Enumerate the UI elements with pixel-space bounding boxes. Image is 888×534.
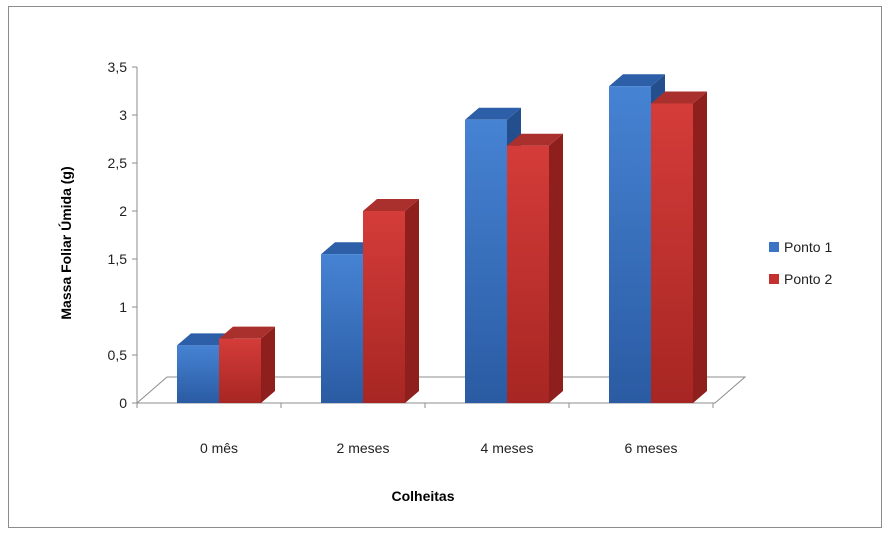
bar-front xyxy=(507,145,549,403)
y-tick-label: 1,5 xyxy=(108,251,128,267)
bar-front xyxy=(651,103,693,403)
y-tick-label: 3,5 xyxy=(108,59,128,75)
bar-top xyxy=(219,326,275,339)
bar-top xyxy=(465,107,521,120)
y-tick-label: 3 xyxy=(119,107,127,123)
bar-front xyxy=(363,211,405,403)
bar-side xyxy=(405,199,419,403)
legend-swatch xyxy=(769,274,779,284)
bars xyxy=(177,74,707,404)
x-tick-label: 6 meses xyxy=(625,440,678,456)
y-axis xyxy=(132,66,714,408)
bar-front xyxy=(609,86,651,403)
bar-ponto-2-2 xyxy=(507,133,563,403)
legend-label: Ponto 2 xyxy=(784,271,832,287)
bar-ponto-2-0 xyxy=(219,326,275,403)
bar-front xyxy=(219,338,261,403)
bar-chart: 0 0,5 1 1,5 2 2,5 3 3,5 0 mês 2 meses 4 meses 6 mes… xyxy=(57,59,832,504)
bar-front xyxy=(177,345,219,403)
y-axis-title: Massa Foliar Úmida (g) xyxy=(57,166,74,319)
bar-side xyxy=(261,326,275,403)
bar-ponto-2-3 xyxy=(651,91,707,403)
bar-side xyxy=(693,91,707,403)
y-tick-label: 2,5 xyxy=(108,155,128,171)
bar-top xyxy=(609,74,665,87)
bar-top xyxy=(651,91,707,104)
legend: Ponto 1 Ponto 2 xyxy=(769,239,832,287)
tick-labels: 0 0,5 1 1,5 2 2,5 3 3,5 0 mês 2 meses 4 meses 6 mes… xyxy=(108,59,678,456)
bar-top xyxy=(507,133,563,146)
x-tick-label: 4 meses xyxy=(481,440,534,456)
bar-side xyxy=(549,133,563,403)
chart-frame: 0 0,5 1 1,5 2 2,5 3 3,5 0 mês 2 meses 4 meses 6 mes… xyxy=(8,6,882,528)
y-tick-label: 0 xyxy=(119,395,127,411)
bar-ponto-2-1 xyxy=(363,199,419,403)
bar-front xyxy=(465,119,507,404)
legend-label: Ponto 1 xyxy=(784,239,832,255)
legend-swatch xyxy=(769,242,779,252)
bar-top xyxy=(363,199,419,211)
x-tick-label: 2 meses xyxy=(337,440,390,456)
y-tick-label: 0,5 xyxy=(108,347,128,363)
y-tick-label: 1 xyxy=(119,299,127,315)
x-axis-title: Colheitas xyxy=(391,488,454,504)
y-tick-label: 2 xyxy=(119,203,127,219)
x-tick-label: 0 mês xyxy=(200,440,238,456)
bar-front xyxy=(321,254,363,403)
